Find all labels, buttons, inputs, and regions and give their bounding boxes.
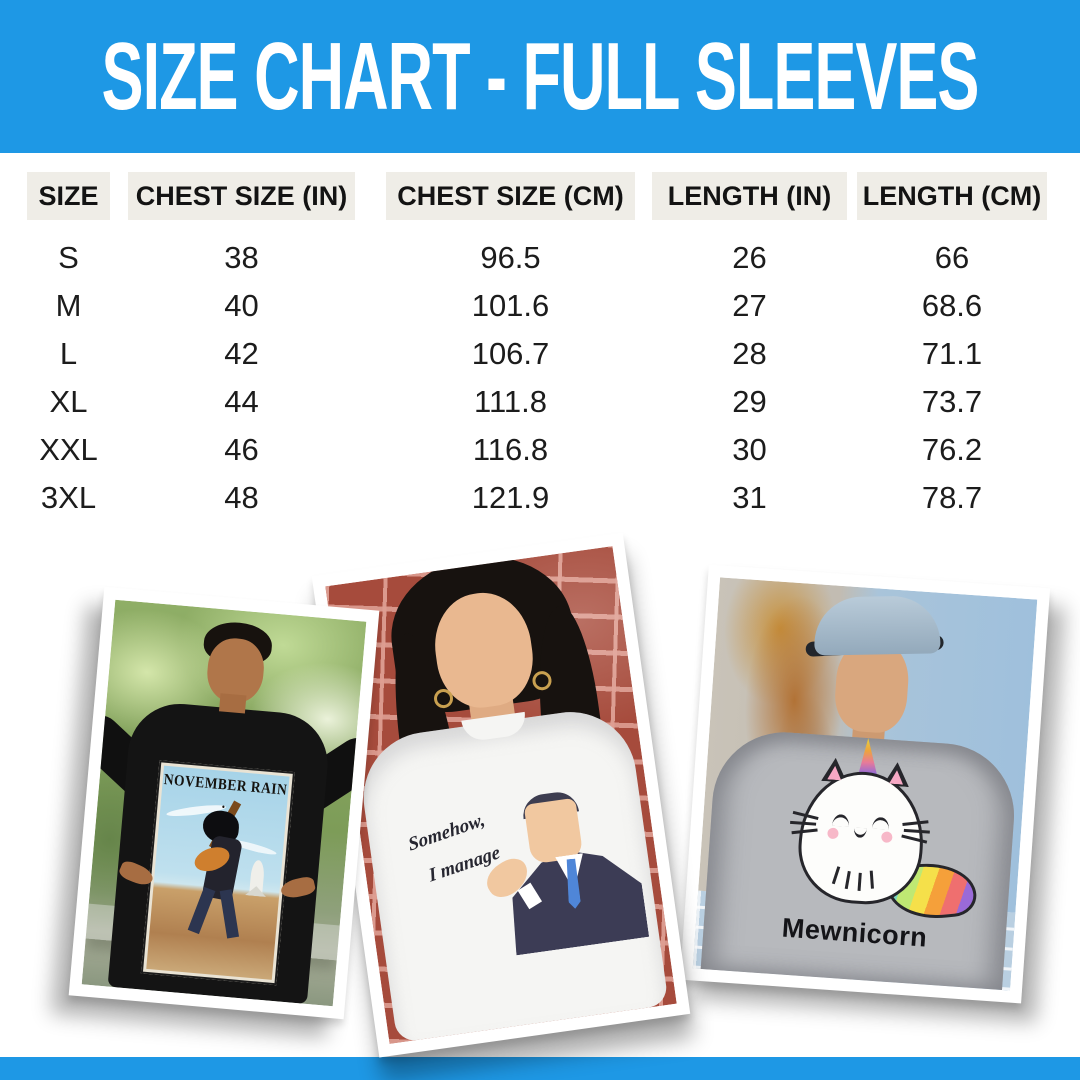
office-character-illustration [480,782,650,957]
header-banner: SIZE CHART - FULL SLEEVES [0,0,1080,153]
table-cell: 73.7 [921,384,983,419]
table-cell: 116.8 [472,432,549,467]
table-cell: M [55,288,82,323]
photo-november-rain-tee: NOVEMBER RAIN . [68,586,380,1020]
column-header: SIZE [27,172,110,220]
table-cell: 76.2 [921,432,983,467]
table-cell: 101.6 [471,288,550,323]
column-header: LENGTH (IN) [652,172,847,220]
table-cell: 40 [224,288,259,323]
guitarist-leg [187,886,216,935]
model-neck [218,693,247,714]
table-column-size: SIZE S M L XL XXL 3XL [27,172,110,522]
table-cell: XXL [39,432,98,467]
rocket-fins [245,885,267,897]
table-cell: 68.6 [921,288,983,323]
column-header: CHEST SIZE (IN) [128,172,355,220]
table-cell: 38 [224,240,259,275]
table-cell: 44 [224,384,259,419]
table-column-length-cm: LENGTH (CM) 66 68.6 71.1 73.7 76.2 78.7 [857,172,1047,522]
table-cell: 31 [732,480,767,515]
table-cell: XL [49,384,88,419]
table-cell: S [58,240,79,275]
table-cell: 96.5 [480,240,541,275]
table-cell: 29 [732,384,767,419]
column-header: LENGTH (CM) [857,172,1047,220]
table-cell: 48 [224,480,259,515]
guitarist-leg [219,889,240,939]
poster-title: SIZE CHART - FULL SLEEVES [101,23,980,130]
table-cell: 30 [732,432,767,467]
table-column-chest-cm: CHEST SIZE (CM) 96.5 101.6 106.7 111.8 1… [386,172,635,522]
table-cell: 27 [732,288,767,323]
table-cell: 71.1 [921,336,983,371]
footer-bar [0,1057,1080,1080]
table-cell: 111.8 [474,384,547,419]
table-column-length-in: LENGTH (IN) 26 27 28 29 30 31 [652,172,847,522]
table-column-chest-in: CHEST SIZE (IN) 38 40 42 44 46 48 [128,172,355,522]
tshirt-print: NOVEMBER RAIN . [140,760,295,986]
photo-mewnicorn-tee: Mewnicorn [679,564,1051,1004]
table-cell: 46 [224,432,259,467]
table-cell: 28 [732,336,767,371]
mewnicorn-illustration [790,768,979,924]
table-cell: 26 [732,240,767,275]
table-cell: L [59,336,78,371]
table-cell: 3XL [40,480,97,515]
table-cell: 66 [934,240,970,275]
table-cell: 121.9 [471,480,550,515]
column-header: CHEST SIZE (CM) [386,172,635,220]
table-cell: 78.7 [921,480,983,515]
table-cell: 106.7 [471,336,550,371]
table-cell: 42 [224,336,259,371]
print-artwork: NOVEMBER RAIN . [146,765,290,980]
